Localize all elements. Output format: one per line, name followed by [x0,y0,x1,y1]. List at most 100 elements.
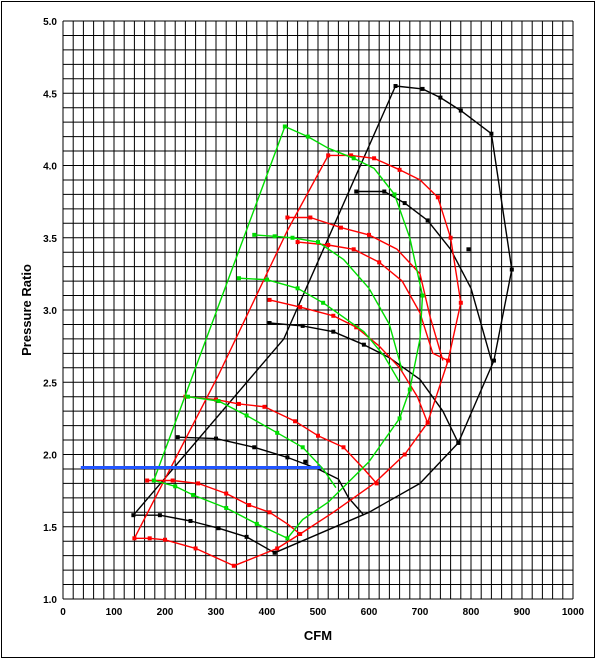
data-point [216,526,221,531]
data-point [285,536,290,541]
x-tick-label: 100 [106,607,123,618]
series-line [297,241,449,362]
data-point [275,546,280,551]
data-point [224,505,229,510]
y-tick-label: 4.0 [43,162,57,173]
data-point [321,300,326,305]
x-tick-label: 800 [463,607,480,618]
x-tick-label: 200 [157,607,174,618]
data-point [420,86,425,91]
data-point [377,260,382,265]
data-point [275,430,280,435]
data-point [191,492,196,497]
data-point [272,234,277,239]
data-point [489,131,494,136]
x-tick-label: 1000 [562,607,585,618]
data-point [338,225,343,230]
series-line [133,514,275,554]
data-point [326,242,331,247]
data-point [351,247,356,252]
data-point [132,536,137,541]
x-tick-label: 700 [412,607,429,618]
data-point [300,323,305,328]
series-line [269,322,459,444]
data-point [466,247,471,252]
data-point [193,546,198,551]
data-point [290,235,295,240]
data-point [170,478,175,483]
data-point [361,342,366,347]
data-point [425,420,430,425]
data-point [397,167,402,172]
data-point [367,232,371,237]
data-point [173,484,178,489]
series-1 [131,84,514,555]
data-point [392,192,397,197]
data-point [224,491,229,496]
data-point [316,240,320,245]
data-point [247,503,252,508]
data-point [374,481,379,486]
series-line [254,234,403,371]
x-tick-label: 500 [310,607,327,618]
data-point [456,440,461,445]
data-point [157,513,162,518]
data-point [435,195,440,200]
series-3 [151,124,425,541]
x-tick-label: 300 [208,607,225,618]
data-point [458,108,463,113]
data-point [303,459,308,464]
data-point [349,153,354,158]
data-point [244,413,249,418]
data-point [402,452,407,457]
series-line [238,277,401,383]
data-point [491,358,496,363]
data-point [300,445,305,450]
data-point [438,95,443,100]
data-point [351,156,356,161]
data-point [214,436,218,441]
series-line [147,479,301,535]
y-tick-label: 1.5 [43,523,57,534]
series-line [287,216,444,361]
data-point [236,276,241,281]
data-point [131,513,136,518]
data-point [308,215,313,220]
data-point [293,419,298,424]
series-layer [80,84,514,568]
data-point [272,550,277,555]
x-tick-label: 900 [514,607,531,618]
data-point [285,215,290,220]
data-point [196,481,201,486]
x-tick-label: 600 [361,607,378,618]
data-point [244,534,249,539]
y-tick-label: 2.5 [43,378,57,389]
data-point [298,305,303,310]
grid [62,20,574,600]
data-point [354,189,359,194]
y-tick-label: 4.5 [43,89,57,100]
data-point [295,240,300,245]
data-point [341,445,346,450]
data-point [295,286,300,291]
data-point [254,521,259,526]
data-point [236,401,241,406]
data-point [298,531,303,536]
data-point [214,397,218,402]
data-point [393,84,398,89]
x-axis-label: CFM [304,628,332,643]
data-point [231,563,236,568]
data-point [425,218,430,223]
data-point [509,267,514,272]
data-point [267,297,272,302]
y-axis-label: Pressure Ratio [19,264,34,356]
y-tick-label: 5.0 [43,17,57,28]
y-tick-label: 3.5 [43,234,57,245]
data-point [372,156,377,161]
x-tick-label: 0 [60,607,66,618]
y-tick-label: 1.0 [43,595,57,606]
data-point [188,518,193,523]
data-point [331,329,336,334]
data-point [267,510,272,515]
data-point [147,536,152,541]
